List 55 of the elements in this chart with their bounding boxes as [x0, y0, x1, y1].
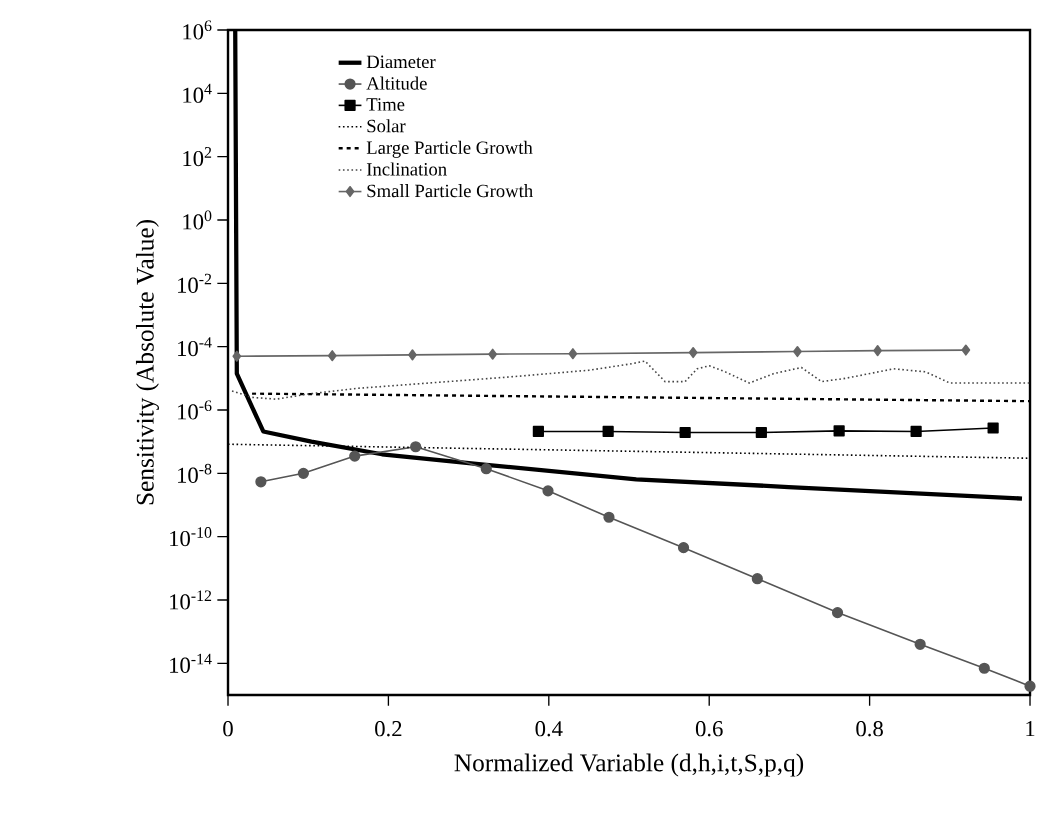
- x-tick-label: 1: [1026, 721, 1035, 737]
- x-tick-label: 0.2: [375, 721, 402, 737]
- point: [961, 344, 971, 356]
- x-tick-label: 0: [223, 721, 233, 737]
- point: [831, 607, 844, 619]
- point: [833, 425, 845, 437]
- point: [873, 345, 883, 357]
- point: [410, 441, 422, 453]
- y-tick-label: 10$^{-2}$: [178, 273, 212, 293]
- y-tick-label: 10$^{-12}$: [170, 590, 212, 610]
- y-tick-label: 10$^{6}$: [183, 20, 212, 40]
- legend-label: Diameter: [366, 55, 436, 69]
- legend-label: Small Particle Growth: [367, 184, 533, 198]
- y-tick-label: 10$^{-8}$: [178, 463, 212, 483]
- point: [232, 350, 242, 362]
- point: [987, 422, 999, 434]
- point: [408, 349, 417, 361]
- point: [688, 346, 698, 359]
- y-tick-label: 10$^{2}$: [183, 147, 212, 167]
- point: [914, 638, 926, 650]
- y-tick-label: 10$^{-6}$: [178, 400, 212, 420]
- point: [603, 511, 615, 523]
- y-axis-title: Sensitivity (Absolute Value): [135, 220, 159, 505]
- point: [602, 425, 614, 438]
- legend-label: Solar: [367, 119, 406, 133]
- legend-label: Large Particle Growth: [366, 140, 533, 158]
- line-series: [231, 360, 1031, 400]
- legend-label: Time: [366, 98, 405, 111]
- x-axis-title: Normalized Variable (d,h,i,t,S,p,q): [454, 753, 804, 777]
- point: [679, 426, 691, 439]
- point: [297, 467, 309, 479]
- point: [488, 348, 498, 360]
- legend-label: Inclination: [366, 162, 447, 176]
- point: [327, 350, 337, 362]
- y-tick-label: 10$^{0}$: [183, 210, 212, 230]
- point: [568, 348, 578, 360]
- point: [532, 425, 544, 438]
- y-tick-label: 10$^{4}$: [183, 83, 212, 103]
- legend-label: Altitude: [366, 76, 427, 90]
- point: [910, 425, 922, 438]
- x-tick-label: 0.4: [535, 721, 563, 737]
- point: [755, 426, 767, 439]
- x-tick-label: 0.8: [856, 721, 883, 737]
- point: [751, 573, 763, 585]
- point: [542, 485, 554, 497]
- point: [255, 476, 267, 488]
- point: [349, 450, 361, 462]
- point: [480, 463, 492, 475]
- y-tick-label: 10$^{-14}$: [170, 653, 212, 673]
- point: [978, 662, 990, 674]
- x-tick-label: 0.6: [695, 721, 723, 737]
- point: [677, 542, 690, 554]
- y-tick-label: 10$^{-4}$: [178, 337, 212, 357]
- y-tick-label: 10$^{-10}$: [170, 527, 212, 547]
- point: [1024, 680, 1036, 692]
